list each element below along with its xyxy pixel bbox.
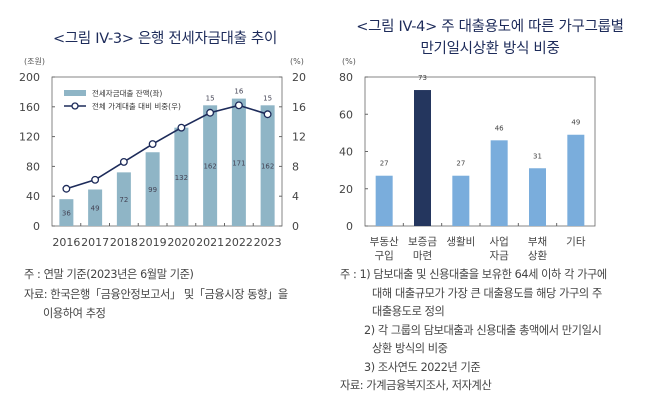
ratio-value-label: 15 <box>263 94 272 102</box>
bar-value-label: 72 <box>119 196 128 204</box>
bar-2022 <box>231 98 246 226</box>
right-axis-unit: (%) <box>290 57 304 66</box>
bar-2021 <box>203 105 218 226</box>
bar-value-label: 31 <box>533 152 542 160</box>
x-tick-label: 2020 <box>167 236 195 249</box>
right-note-3: 3) 조사연도 2022년 기준 <box>364 361 481 374</box>
bar-기타 <box>567 134 585 226</box>
y-tick: 20 <box>339 183 353 196</box>
ratio-value-label: 16 <box>234 88 243 96</box>
x-category-label: 부채 <box>528 236 547 248</box>
bar-value-label: 46 <box>495 124 504 132</box>
legend-bar-label: 전세자금대출 잔액(좌) <box>92 88 162 98</box>
bar-보증금마련 <box>414 90 431 226</box>
bar-value-label: 162 <box>261 163 274 171</box>
right-chart-title-line1: <그림 IV-4> 주 대출용도에 따른 가구그룹별 <box>356 19 624 35</box>
left-axis-unit: (조원) <box>24 57 45 66</box>
x-category-label: 상환 <box>528 250 548 262</box>
right-y-tick: 16 <box>292 101 306 114</box>
bar-value-label: 49 <box>571 119 580 127</box>
y-tick: 40 <box>339 146 353 159</box>
left-source-1: 자료: 한국은행「금융안정보고서」 및「금융시장 동향」을 <box>24 288 288 301</box>
y-tick: 80 <box>339 71 353 84</box>
bar-value-label: 73 <box>418 74 427 82</box>
bar-부동산구입 <box>375 175 393 226</box>
bar-2018 <box>116 172 131 226</box>
bar-value-label: 27 <box>456 160 465 168</box>
ratio-point-2020 <box>177 123 186 132</box>
ratio-value-label: 15 <box>206 94 215 102</box>
x-tick-label: 2019 <box>139 236 167 249</box>
right-note-2: 2) 각 그룹의 담보대출과 신용대출 총액에서 만기일시 <box>364 324 602 337</box>
left-plot-frame <box>51 76 283 227</box>
left-chart-title: <그림 IV-3> 은행 전세자금대출 추이 <box>52 31 278 47</box>
x-tick-label: 2016 <box>52 236 80 249</box>
right-note-1: 주 : 1) 담보대출 및 신용대출을 보유한 64세 이하 각 가구에 <box>340 268 607 281</box>
bar-생활비 <box>452 175 470 226</box>
bar-value-label: 27 <box>380 160 389 168</box>
right-y-tick: 8 <box>292 160 299 173</box>
x-tick-label: 2022 <box>225 236 253 249</box>
bar-사업자금 <box>490 140 508 226</box>
x-tick-label: 2017 <box>81 236 109 249</box>
legend-line-marker <box>71 102 79 110</box>
bar-value-label: 132 <box>175 174 188 182</box>
left-y-tick: 0 <box>33 220 40 233</box>
x-category-label: 구입 <box>375 249 394 262</box>
bar-2023 <box>260 105 275 226</box>
bar-value-label: 49 <box>91 205 100 213</box>
ratio-point-2018 <box>119 157 128 166</box>
right-note-2b: 상환 방식의 비중 <box>372 342 448 355</box>
x-category-label: 자금 <box>490 250 510 262</box>
left-source-2: 이용하여 추정 <box>43 307 106 320</box>
right-source: 자료: 가계금융복지조사, 저자계산 <box>340 379 492 392</box>
bar-2017 <box>88 189 103 226</box>
left-y-tick: 80 <box>26 160 40 173</box>
bar-2016 <box>59 199 74 226</box>
x-category-label: 생활비 <box>446 235 475 248</box>
ratio-point-2016 <box>62 184 71 193</box>
left-note-1: 주 : 연말 기준(2023년은 6월말 기준) <box>24 268 194 281</box>
bar-2020 <box>174 127 189 226</box>
ratio-point-2021 <box>206 108 215 117</box>
bar-부채상환 <box>529 168 546 226</box>
right-chart-unit: (%) <box>342 57 356 66</box>
ratio-point-2023 <box>263 110 272 119</box>
left-y-tick: 200 <box>19 71 40 84</box>
right-y-tick: 0 <box>292 220 299 233</box>
right-y-tick: 12 <box>292 131 306 144</box>
x-tick-label: 2021 <box>196 236 224 249</box>
right-note-1b: 대해 대출규모가 가장 큰 대출용도를 해당 가구의 주 <box>372 287 602 300</box>
bar-value-label: 171 <box>232 159 245 167</box>
charts-canvas: (조원) (%)040801201602000481216202016362017… <box>19 57 596 262</box>
legend-bar-swatch <box>64 90 86 96</box>
left-y-tick: 120 <box>19 131 40 144</box>
bar-value-label: 99 <box>148 186 157 194</box>
ratio-point-2017 <box>91 175 100 184</box>
bar-2019 <box>145 152 160 226</box>
y-tick: 60 <box>339 108 353 121</box>
right-plot-frame <box>364 76 596 227</box>
x-category-label: 마련 <box>413 250 432 262</box>
right-note-1c: 대출용도로 정의 <box>372 305 445 318</box>
y-tick: 0 <box>346 220 353 233</box>
x-category-label: 사업 <box>490 235 509 248</box>
bar-value-label: 36 <box>62 210 71 218</box>
legend-line-label: 전체 가계대출 대비 비중(우) <box>92 101 181 111</box>
x-tick-label: 2018 <box>110 236 138 249</box>
x-category-label: 기타 <box>566 236 586 248</box>
ratio-line <box>66 104 268 190</box>
right-chart-title-line2: 만기일시상환 방식 비중 <box>420 41 560 57</box>
x-tick-label: 2023 <box>254 236 282 249</box>
right-y-tick: 20 <box>292 71 306 84</box>
right-y-tick: 4 <box>292 190 299 203</box>
x-category-label: 보증금 <box>408 236 437 248</box>
left-y-tick: 160 <box>19 101 40 114</box>
ratio-point-2022 <box>234 101 243 110</box>
bar-value-label: 162 <box>203 163 216 171</box>
left-y-tick: 40 <box>26 190 40 203</box>
x-category-label: 부동산 <box>370 236 399 248</box>
ratio-point-2019 <box>148 140 157 148</box>
